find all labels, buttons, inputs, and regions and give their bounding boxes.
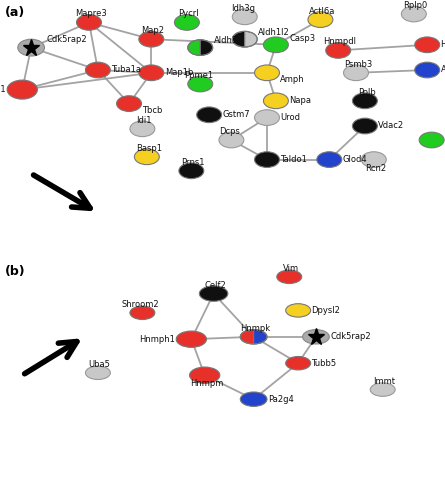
Circle shape bbox=[188, 76, 213, 92]
Circle shape bbox=[303, 330, 329, 344]
Text: Aldh1l2: Aldh1l2 bbox=[258, 28, 290, 37]
Text: (b): (b) bbox=[4, 265, 25, 278]
Text: Shroom2: Shroom2 bbox=[122, 300, 159, 309]
Circle shape bbox=[370, 383, 395, 396]
Text: (a): (a) bbox=[4, 6, 25, 18]
Wedge shape bbox=[232, 32, 245, 47]
Text: Map2: Map2 bbox=[142, 26, 165, 36]
Text: Hnmpa2b1: Hnmpa2b1 bbox=[441, 40, 445, 50]
Text: Vim: Vim bbox=[283, 264, 299, 273]
Text: Celf2: Celf2 bbox=[205, 281, 226, 290]
Circle shape bbox=[219, 132, 244, 148]
Text: Pa2g4: Pa2g4 bbox=[268, 394, 294, 404]
Text: Uba5: Uba5 bbox=[89, 360, 111, 369]
Circle shape bbox=[130, 306, 155, 320]
Text: Tbcb: Tbcb bbox=[142, 106, 163, 115]
Circle shape bbox=[77, 14, 101, 30]
Text: Actl6a: Actl6a bbox=[309, 6, 336, 16]
Text: Idi1: Idi1 bbox=[137, 116, 152, 125]
Circle shape bbox=[179, 163, 204, 178]
Wedge shape bbox=[254, 330, 267, 344]
Text: Tuba1a: Tuba1a bbox=[111, 66, 141, 74]
Text: Gstm7: Gstm7 bbox=[222, 110, 250, 120]
Text: Rplp0: Rplp0 bbox=[404, 1, 428, 10]
Circle shape bbox=[286, 356, 311, 370]
Text: Ppme1: Ppme1 bbox=[184, 71, 213, 80]
Circle shape bbox=[117, 96, 142, 112]
Circle shape bbox=[317, 152, 342, 168]
Circle shape bbox=[18, 39, 44, 56]
Circle shape bbox=[401, 6, 426, 22]
Text: Napa: Napa bbox=[289, 96, 311, 106]
Text: Dcps: Dcps bbox=[219, 127, 240, 136]
Circle shape bbox=[352, 118, 377, 134]
Circle shape bbox=[85, 366, 110, 380]
Wedge shape bbox=[188, 40, 200, 56]
Wedge shape bbox=[240, 330, 254, 344]
Text: Psmb3: Psmb3 bbox=[344, 60, 372, 69]
Circle shape bbox=[415, 62, 440, 78]
Text: Casp3: Casp3 bbox=[289, 34, 316, 42]
Circle shape bbox=[240, 392, 267, 406]
Text: Hnmpdl: Hnmpdl bbox=[324, 38, 356, 46]
Text: Taldo1: Taldo1 bbox=[280, 155, 307, 164]
Text: Vdac2: Vdac2 bbox=[378, 122, 405, 130]
Text: Adrm1: Adrm1 bbox=[441, 66, 445, 74]
Text: Polb: Polb bbox=[358, 88, 376, 97]
Circle shape bbox=[308, 12, 333, 28]
Circle shape bbox=[139, 65, 164, 80]
Circle shape bbox=[352, 93, 377, 108]
Text: Immt: Immt bbox=[373, 377, 396, 386]
Circle shape bbox=[139, 32, 164, 47]
Circle shape bbox=[415, 37, 440, 52]
Text: Tubb5: Tubb5 bbox=[312, 358, 336, 368]
Text: Cdk5rap2: Cdk5rap2 bbox=[330, 332, 371, 342]
Circle shape bbox=[255, 110, 279, 126]
Circle shape bbox=[263, 93, 288, 108]
Text: Prps1: Prps1 bbox=[182, 158, 205, 167]
Wedge shape bbox=[200, 40, 213, 56]
Circle shape bbox=[255, 152, 279, 168]
Circle shape bbox=[176, 331, 206, 347]
Circle shape bbox=[134, 149, 159, 164]
Text: Hnmph1: Hnmph1 bbox=[139, 334, 175, 344]
Text: Mapre3: Mapre3 bbox=[75, 10, 107, 18]
Text: Cdk5rap2: Cdk5rap2 bbox=[46, 35, 87, 44]
Text: Dpysl2: Dpysl2 bbox=[312, 306, 340, 315]
Circle shape bbox=[344, 65, 368, 80]
Circle shape bbox=[263, 37, 288, 52]
Circle shape bbox=[286, 304, 311, 317]
Circle shape bbox=[85, 62, 110, 78]
Circle shape bbox=[326, 42, 351, 58]
Text: Urod: Urod bbox=[280, 113, 300, 122]
Text: Hnmpk: Hnmpk bbox=[240, 324, 271, 333]
Text: Idh3g: Idh3g bbox=[231, 4, 255, 13]
Circle shape bbox=[277, 270, 302, 283]
Circle shape bbox=[130, 121, 155, 136]
Circle shape bbox=[199, 286, 228, 302]
Text: Map1b: Map1b bbox=[165, 68, 193, 78]
Text: Hnmpm: Hnmpm bbox=[190, 379, 223, 388]
Text: Glod4: Glod4 bbox=[343, 155, 367, 164]
Text: Aldh1l1: Aldh1l1 bbox=[214, 36, 245, 46]
Text: Mapre1: Mapre1 bbox=[0, 85, 6, 94]
Text: Pycrl: Pycrl bbox=[178, 10, 199, 18]
Wedge shape bbox=[245, 32, 257, 47]
Circle shape bbox=[174, 14, 199, 30]
Circle shape bbox=[190, 367, 220, 384]
Circle shape bbox=[361, 152, 386, 168]
Circle shape bbox=[255, 65, 279, 80]
Circle shape bbox=[419, 132, 444, 148]
Text: Rcn2: Rcn2 bbox=[365, 164, 386, 172]
Circle shape bbox=[197, 107, 222, 122]
Circle shape bbox=[7, 80, 37, 99]
Circle shape bbox=[232, 9, 257, 24]
Text: Amph: Amph bbox=[280, 75, 305, 84]
Text: Basp1: Basp1 bbox=[136, 144, 162, 153]
